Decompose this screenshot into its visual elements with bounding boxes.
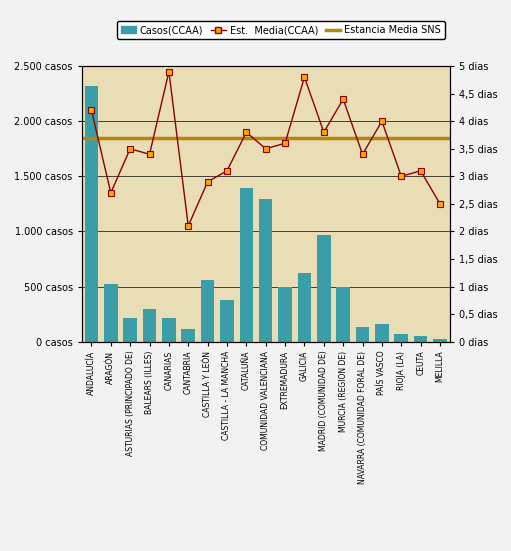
Bar (123, 318, 137, 342)
Bar (298, 273, 311, 342)
Bar (181, 329, 195, 342)
Legend: Casos(CCAA), Est.  Media(CCAA), Estancia Media SNS: Casos(CCAA), Est. Media(CCAA), Estancia … (118, 21, 445, 39)
Bar (162, 318, 176, 342)
Bar (278, 287, 292, 342)
Bar (414, 336, 427, 342)
Bar (433, 339, 447, 342)
Bar (356, 327, 369, 342)
Bar (336, 287, 350, 342)
Bar (317, 235, 331, 342)
Bar (201, 280, 215, 342)
Bar (394, 334, 408, 342)
Bar (143, 309, 156, 342)
Bar (220, 300, 234, 342)
Bar (259, 199, 272, 342)
Bar (240, 188, 253, 342)
Bar (104, 284, 118, 342)
Bar (85, 86, 98, 342)
Bar (375, 324, 389, 342)
